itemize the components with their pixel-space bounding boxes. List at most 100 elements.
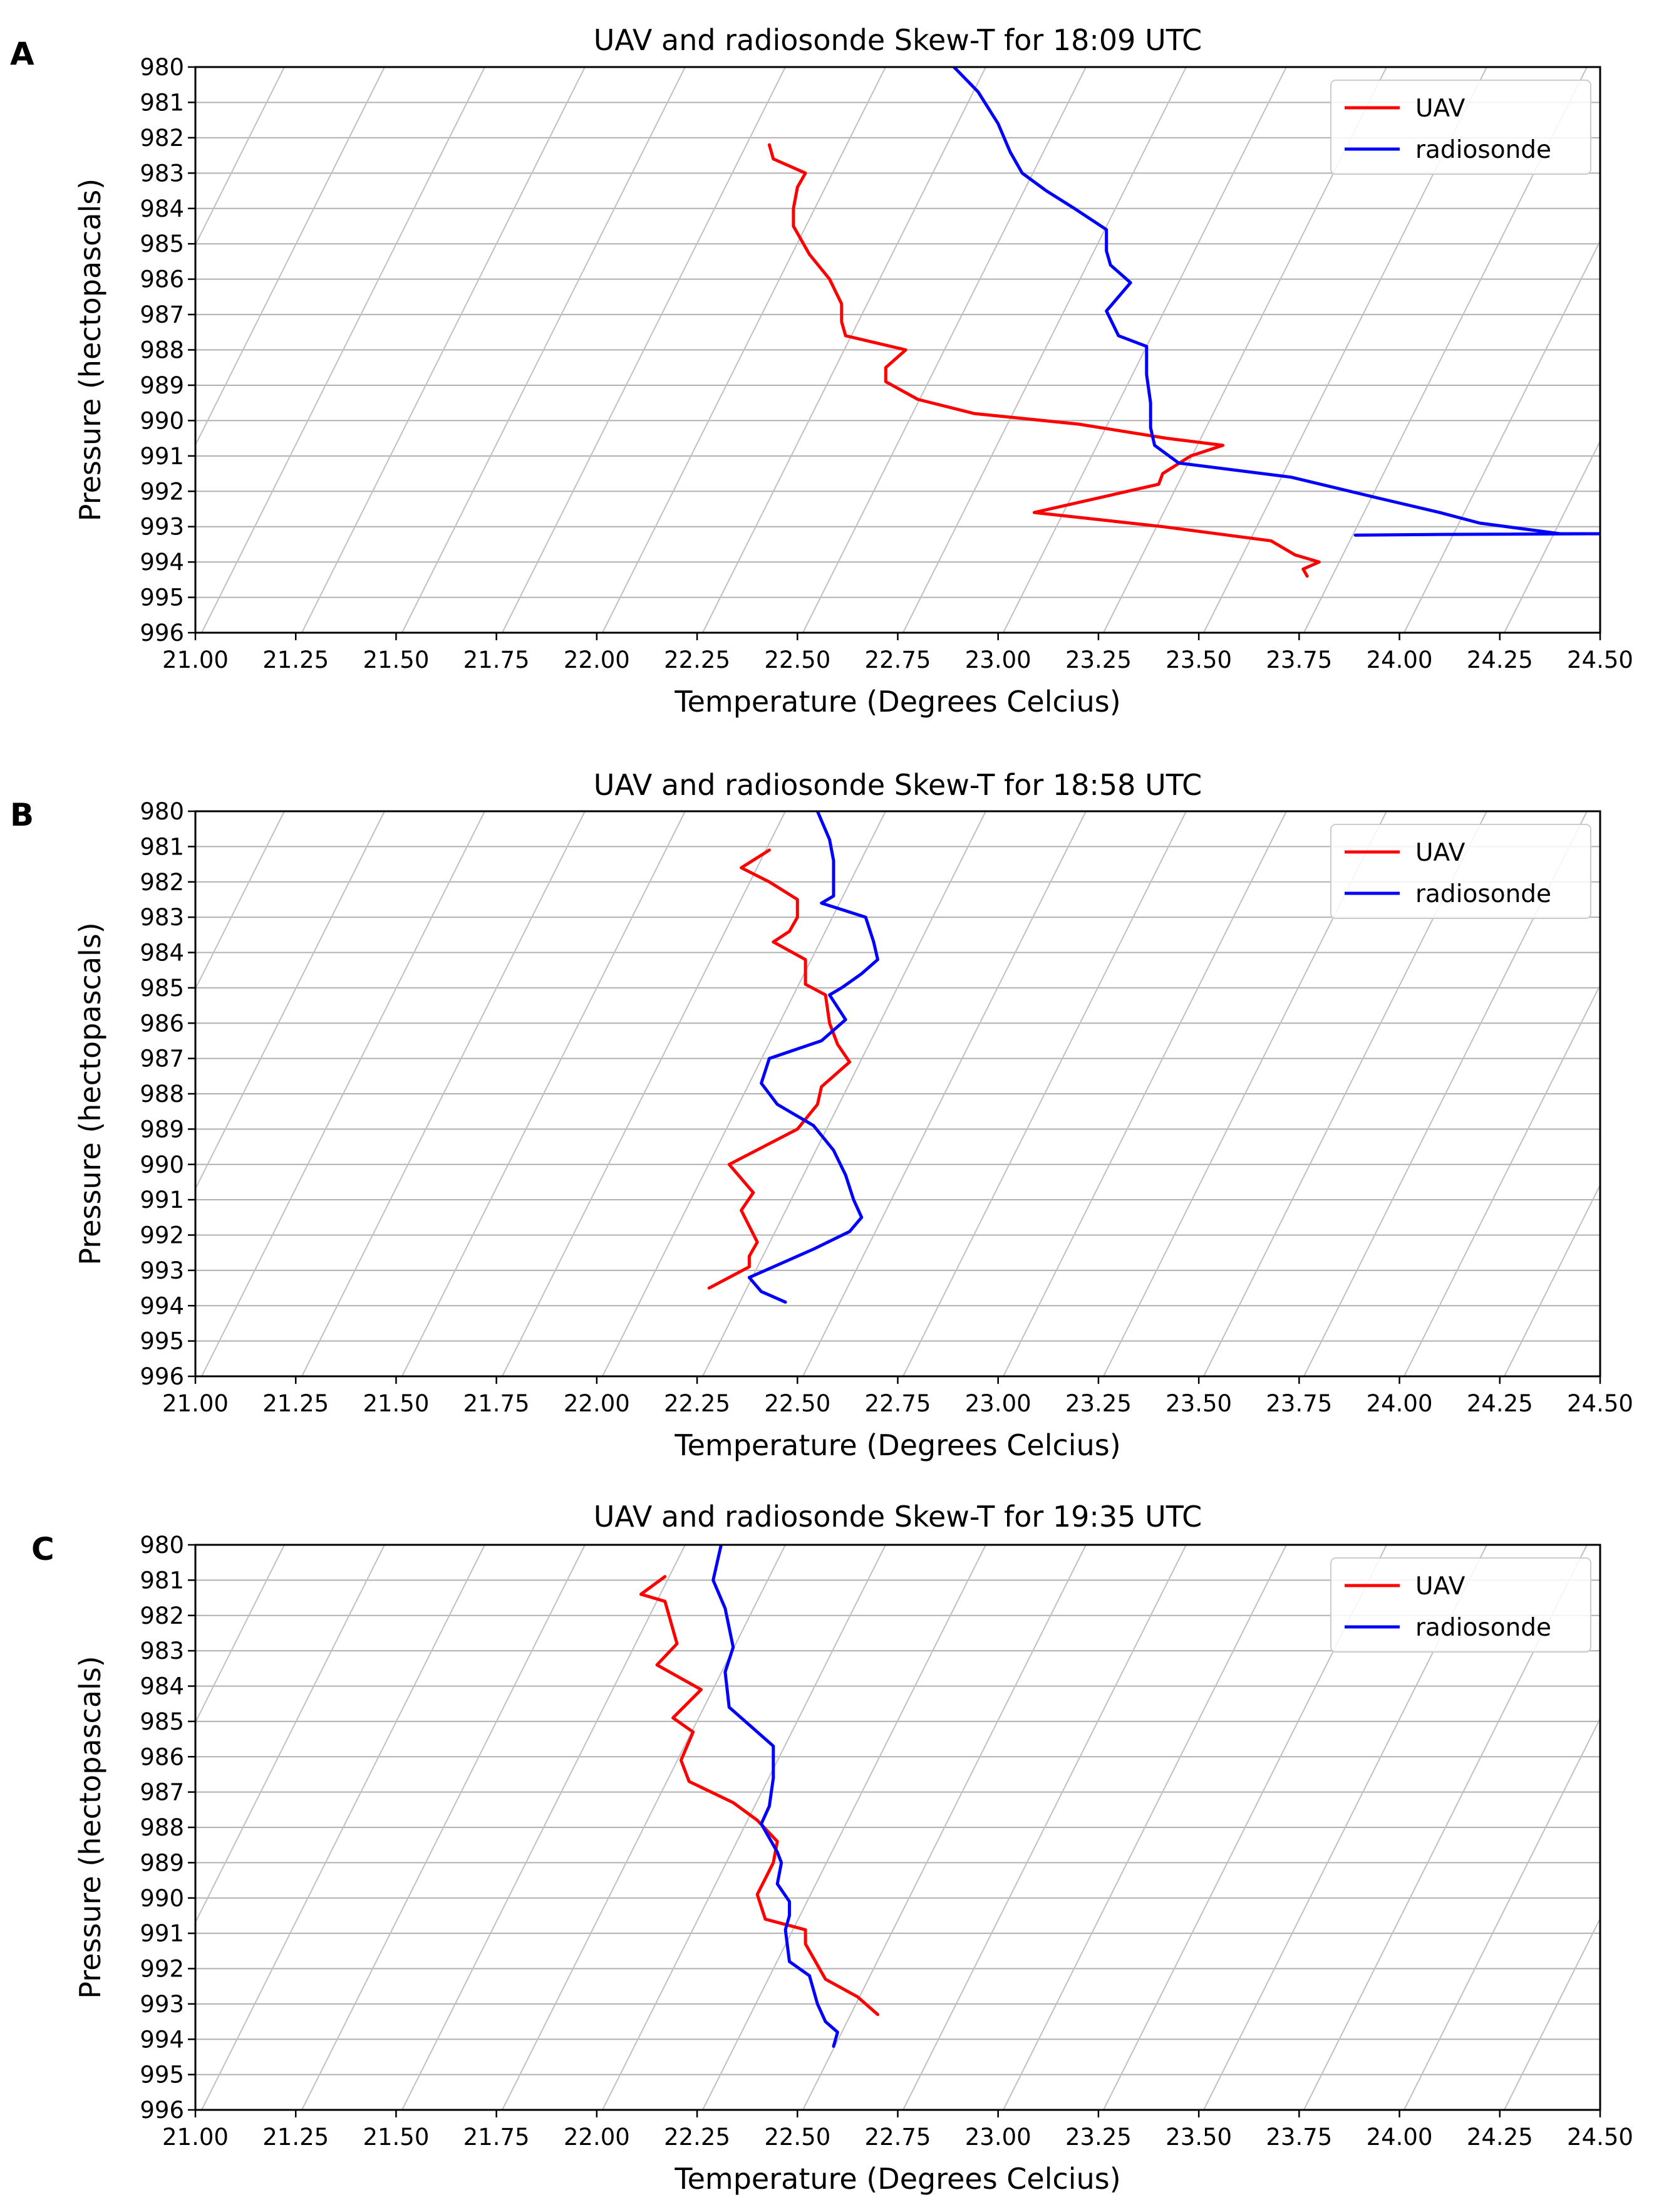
panel-label: B bbox=[10, 797, 34, 833]
panel-label: C bbox=[31, 1531, 54, 1567]
y-tick-label: 984 bbox=[140, 195, 184, 222]
isotherm-line bbox=[1504, 440, 1600, 633]
y-tick-label: 989 bbox=[140, 372, 184, 399]
y-tick-label: 989 bbox=[140, 1116, 184, 1143]
x-tick-label: 23.00 bbox=[965, 1390, 1031, 1417]
isotherm-line bbox=[1504, 1183, 1600, 1376]
x-tick-label: 22.50 bbox=[764, 1390, 830, 1417]
x-tick-label: 22.75 bbox=[865, 2124, 931, 2151]
y-tick-label: 992 bbox=[140, 478, 184, 505]
isotherm-line bbox=[1403, 1717, 1600, 2110]
y-tick-label: 983 bbox=[140, 1638, 184, 1664]
series-group bbox=[639, 1545, 879, 2048]
x-tick-label: 23.50 bbox=[1165, 1390, 1232, 1417]
x-tick-label: 23.75 bbox=[1266, 2124, 1332, 2151]
isotherm-line bbox=[702, 811, 986, 1376]
chart-panel-a: 980 981 982 983 984 985 986 987 988 989 990 991 992 9… bbox=[0, 23, 1659, 719]
x-tick-label: 23.50 bbox=[1165, 2124, 1232, 2151]
x-tick-label: 21.50 bbox=[363, 2124, 429, 2151]
y-tick-label: 996 bbox=[140, 620, 184, 646]
y-tick-label: 985 bbox=[140, 231, 184, 257]
isotherm-line bbox=[502, 1545, 786, 2110]
x-tick-label: 21.50 bbox=[363, 1390, 429, 1417]
isotherm-line bbox=[0, 1545, 84, 2110]
y-tick-label: 987 bbox=[140, 1779, 184, 1806]
x-tick-label: 24.00 bbox=[1367, 2124, 1433, 2151]
x-tick-label: 21.00 bbox=[162, 2124, 229, 2151]
y-axis-label: Pressure (hectopascals) bbox=[73, 179, 107, 521]
x-axis-label: Temperature (Degrees Celcius) bbox=[674, 685, 1120, 719]
x-tick-label: 24.25 bbox=[1467, 1390, 1533, 1417]
isotherm-line bbox=[1003, 811, 1287, 1376]
y-tick-label: 990 bbox=[140, 1151, 184, 1178]
x-axis-label: Temperature (Degrees Celcius) bbox=[674, 2162, 1120, 2196]
y-tick-label: 993 bbox=[140, 1991, 184, 2018]
series-line-uav bbox=[767, 143, 1321, 578]
isotherm-line bbox=[602, 1545, 886, 2110]
isotherm-line bbox=[1605, 1545, 1659, 2110]
x-tick-label: 21.25 bbox=[262, 2124, 329, 2151]
y-tick-label: 985 bbox=[140, 1708, 184, 1735]
y-tick-label: 996 bbox=[140, 2097, 184, 2124]
series-line-radiosonde bbox=[711, 1545, 839, 2048]
x-tick-label: 21.00 bbox=[162, 1390, 229, 1417]
isotherm-line bbox=[1504, 1917, 1600, 2110]
x-tick-label: 24.00 bbox=[1367, 1390, 1433, 1417]
y-tick-label: 981 bbox=[140, 833, 184, 860]
y-tick-label: 991 bbox=[140, 1186, 184, 1213]
series-line-uav bbox=[707, 848, 852, 1290]
y-tick-label: 986 bbox=[140, 1010, 184, 1037]
series-line-radiosonde bbox=[747, 811, 879, 1304]
isotherm-line bbox=[195, 1545, 285, 1724]
isotherm-line bbox=[401, 811, 686, 1376]
isotherm-line bbox=[0, 811, 84, 1376]
isotherm-line bbox=[0, 67, 84, 633]
y-tick-label: 990 bbox=[140, 407, 184, 434]
y-tick-label: 983 bbox=[140, 160, 184, 187]
isotherm-line bbox=[702, 1545, 986, 2110]
isotherm-line bbox=[1003, 1545, 1287, 2110]
y-tick-label: 988 bbox=[140, 1814, 184, 1841]
y-tick-label: 980 bbox=[140, 54, 184, 81]
chart-panel-b: 980 981 982 983 984 985 986 987 988 989 990 991 992 9… bbox=[0, 768, 1633, 1462]
y-axis-label: Pressure (hectopascals) bbox=[73, 922, 107, 1265]
y-tick-label: 993 bbox=[140, 514, 184, 541]
isotherm-line bbox=[401, 67, 686, 633]
x-tick-label: 21.25 bbox=[262, 1390, 329, 1417]
isotherm-line bbox=[1605, 67, 1659, 633]
x-tick-label: 22.00 bbox=[564, 1390, 630, 1417]
x-tick-label: 23.00 bbox=[965, 2124, 1031, 2151]
isotherm-line bbox=[195, 811, 385, 1190]
legend: UAV radiosonde bbox=[1330, 824, 1591, 919]
y-tick-label: 989 bbox=[140, 1849, 184, 1876]
isotherm-line bbox=[702, 67, 986, 633]
y-tick-label: 994 bbox=[140, 1292, 184, 1319]
x-tick-label: 23.25 bbox=[1065, 2124, 1132, 2151]
isotherm-line bbox=[301, 811, 586, 1376]
y-tick-label: 994 bbox=[140, 2026, 184, 2053]
y-tick-label: 991 bbox=[140, 1920, 184, 1947]
chart-title: UAV and radiosonde Skew-T for 18:09 UTC bbox=[594, 23, 1202, 57]
x-tick-label: 21.75 bbox=[463, 646, 530, 673]
x-tick-label: 23.25 bbox=[1065, 1390, 1132, 1417]
x-tick-label: 22.25 bbox=[664, 2124, 730, 2151]
series-group bbox=[767, 67, 1600, 578]
legend-label: radiosonde bbox=[1415, 880, 1551, 908]
y-tick-label: 985 bbox=[140, 975, 184, 1002]
isotherm-line bbox=[301, 67, 586, 633]
x-tick-label: 22.25 bbox=[664, 1390, 730, 1417]
isotherm-line bbox=[602, 67, 886, 633]
legend: UAV radiosonde bbox=[1330, 1557, 1591, 1653]
y-tick-label: 982 bbox=[140, 1602, 184, 1629]
x-tick-label: 21.50 bbox=[363, 646, 429, 673]
y-tick-label: 992 bbox=[140, 1956, 184, 1983]
y-tick-label: 984 bbox=[140, 940, 184, 967]
isotherm-line bbox=[602, 811, 886, 1376]
x-tick-label: 22.50 bbox=[764, 646, 830, 673]
y-tick-label: 982 bbox=[140, 125, 184, 152]
isotherm-line bbox=[201, 1545, 485, 2110]
y-tick-label: 987 bbox=[140, 301, 184, 328]
y-tick-label: 994 bbox=[140, 549, 184, 576]
isotherm-line bbox=[802, 811, 1087, 1376]
y-tick-label: 988 bbox=[140, 1081, 184, 1108]
